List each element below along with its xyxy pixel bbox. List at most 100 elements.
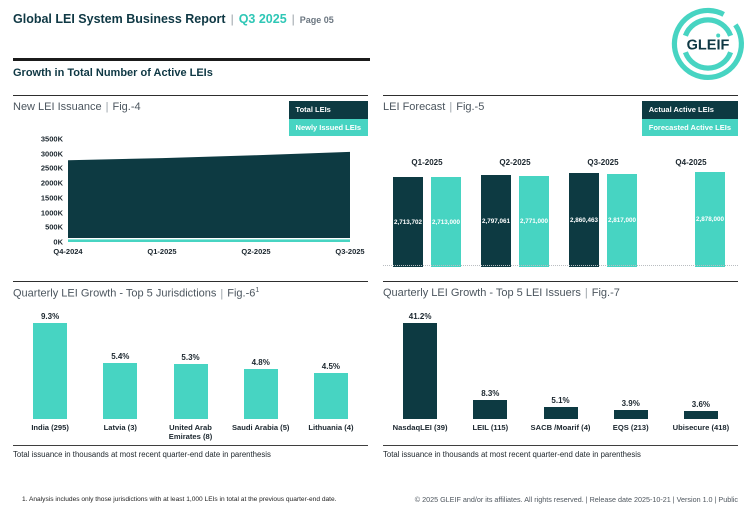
bar — [613, 410, 648, 419]
page-number: Page 05 — [299, 15, 334, 25]
fig6-plot-slot-4: 4.5% — [296, 308, 366, 419]
fig6-category-labels: India (295) Latvia (3) United Arab Emirate… — [15, 423, 366, 441]
fig5-bar-value: 2,797,061 — [481, 217, 510, 225]
fig6-title: Quarterly LEI Growth - Top 5 Jurisdictio… — [13, 287, 259, 300]
copyright-line: © 2025 GLEIF and/or its affiliates. All … — [414, 495, 738, 504]
fig5-group-3: Q4-2025 2,878,000 — [655, 158, 727, 267]
fig4-x-tick: Q1-2025 — [147, 247, 177, 256]
fig5-group-0: Q1-2025 2,713,702 2,713,000 — [391, 158, 463, 267]
gleif-logo-icon: GLEIF — [671, 7, 744, 80]
header-divider — [13, 58, 370, 61]
bar — [33, 323, 68, 419]
fig4-title-separator: | — [105, 101, 109, 113]
fig5-legend: Actual Active LEIs Forecasted Active LEIs — [641, 101, 738, 136]
fig7-plot-slot-3: 3.9% — [596, 308, 666, 419]
fig5-bar-value: 2,771,000 — [519, 218, 548, 225]
fig4-y-axis: 3500K 3000K 2500K 2000K 1500K 1000K 500K 0K — [13, 135, 63, 247]
fig5-bar-value: 2,713,702 — [393, 218, 422, 226]
bar — [103, 363, 138, 419]
fig7-title-text: Quarterly LEI Growth - Top 5 LEI Issuers — [383, 287, 581, 299]
bar — [473, 400, 508, 419]
bar-value-label: 5.1% — [551, 396, 570, 405]
bar-value-label: 8.3% — [481, 389, 500, 398]
fig5-group-1: Q2-2025 2,797,061 2,771,000 — [479, 158, 551, 267]
fig6-title-text: Quarterly LEI Growth - Top 5 Jurisdictio… — [13, 287, 217, 300]
fig5-bar: 2,797,061 — [481, 175, 511, 267]
panel-new-lei-issuance: New LEI Issuance | Fig.-4 Total LEIs Newly … — [13, 95, 368, 266]
bar — [543, 407, 578, 419]
fig4-y-tick: 0K — [53, 237, 63, 247]
bar — [683, 411, 718, 419]
fig5-fig-label: Fig.-5 — [456, 101, 485, 113]
fig7-footer: Total issuance in thousands at most rece… — [383, 445, 738, 459]
fig5-baseline — [383, 265, 738, 266]
fig4-y-tick: 3500K — [40, 134, 63, 144]
fig5-plot: Q1-2025 2,713,702 2,713,000 Q2-2025 2,797,06… — [391, 158, 727, 267]
gleif-logo: GLEIF — [668, 4, 748, 84]
bar-category-label: Lithuania (4) — [308, 423, 354, 432]
bar-category-label: LEIL (115) — [472, 423, 509, 432]
fig6-title-separator: | — [220, 287, 224, 300]
fig5-bar: 2,713,000 — [431, 177, 461, 267]
header-separator: | — [291, 12, 295, 26]
fig7-plot-slot-2: 5.1% — [525, 308, 595, 419]
fig4-y-tick: 1000K — [40, 208, 63, 218]
fig4-fig-label: Fig.-4 — [112, 101, 141, 113]
gleif-logo-text: GLEIF — [687, 38, 730, 54]
fig5-quarter-label: Q4-2025 — [675, 158, 707, 167]
fig4-legend-item-0: Total LEIs — [288, 101, 368, 119]
fig5-bar: 2,771,000 — [519, 176, 549, 267]
bar-value-label: 5.3% — [181, 353, 200, 362]
fig4-y-tick: 500K — [45, 222, 63, 232]
bar — [243, 369, 278, 419]
fig4-y-tick: 2500K — [40, 163, 63, 173]
fig7-plot-slot-0: 41.2% — [385, 308, 455, 419]
fig7-plot-slot-4: 3.6% — [666, 308, 736, 419]
fig6-fig-label: Fig.-6 — [227, 287, 256, 300]
bar-category-label: NasdaqLEI (39) — [392, 423, 448, 432]
fig5-legend-item-1: Forecasted Active LEIs — [641, 118, 738, 136]
fig4-y-tick: 2000K — [40, 178, 63, 188]
fig6-plot-slot-0: 9.3% — [15, 308, 85, 419]
fig5-group-2: Q3-2025 2,860,463 2,817,000 — [567, 158, 639, 267]
report-title: Global LEI System Business Report — [13, 12, 226, 26]
fig6-footer: Total issuance in thousands at most rece… — [13, 445, 368, 459]
panel-top5-issuers: Quarterly LEI Growth - Top 5 LEI Issuers… — [383, 281, 738, 468]
fig6-plot: 9.3% 5.4% 5.3% 4.8% 4.5% — [15, 308, 366, 419]
bar-value-label: 5.4% — [111, 352, 130, 361]
fig5-legend-item-0: Actual Active LEIs — [641, 101, 738, 119]
bar-value-label: 4.5% — [321, 362, 341, 371]
bar — [173, 364, 208, 419]
fig4-y-tick: 1500K — [40, 193, 63, 203]
bar-category-label: SACB /Moarif (4) — [530, 423, 591, 432]
fig7-title-separator: | — [584, 287, 588, 299]
fig4-plot — [68, 139, 350, 242]
fig5-bar: 2,713,702 — [393, 177, 423, 267]
fig6-plot-slot-2: 5.3% — [155, 308, 225, 419]
fig5-bar-value: 2,817,000 — [607, 217, 636, 224]
report-header: Global LEI System Business Report | Q3 202… — [13, 10, 334, 28]
header-separator: | — [230, 12, 234, 26]
fig6-plot-slot-3: 4.8% — [226, 308, 296, 419]
bar — [403, 323, 438, 419]
report-quarter: Q3 2025 — [238, 12, 287, 26]
fig5-title-separator: | — [449, 101, 453, 113]
fig5-bar-value: 2,860,463 — [569, 216, 598, 224]
fig5-quarter-label: Q2-2025 — [499, 158, 531, 167]
fig4-x-tick: Q3-2025 — [335, 247, 365, 256]
fig4-x-tick: Q4-2024 — [53, 247, 83, 256]
fig5-bars-1: 2,797,061 2,771,000 — [481, 171, 549, 267]
panel-lei-forecast: LEI Forecast | Fig.-5 Actual Active LEIs Fo… — [383, 95, 738, 267]
fig4-y-tick: 3000K — [40, 149, 63, 159]
fig5-bar: 2,878,000 — [695, 172, 725, 267]
bar-category-label: Saudi Arabia (5) — [231, 423, 290, 432]
bar-value-label: 4.8% — [251, 358, 270, 367]
bar — [313, 373, 348, 419]
bar-value-label: 3.9% — [621, 399, 640, 408]
bar-category-label: Ubisecure (418) — [672, 423, 730, 432]
fig5-quarter-label: Q1-2025 — [411, 158, 443, 167]
bar-value-label: 41.2% — [408, 312, 432, 321]
bar-value-label: 9.3% — [40, 312, 60, 321]
bar-category-label: Latvia (3) — [103, 423, 137, 432]
fig5-bars-2: 2,860,463 2,817,000 — [569, 171, 637, 267]
